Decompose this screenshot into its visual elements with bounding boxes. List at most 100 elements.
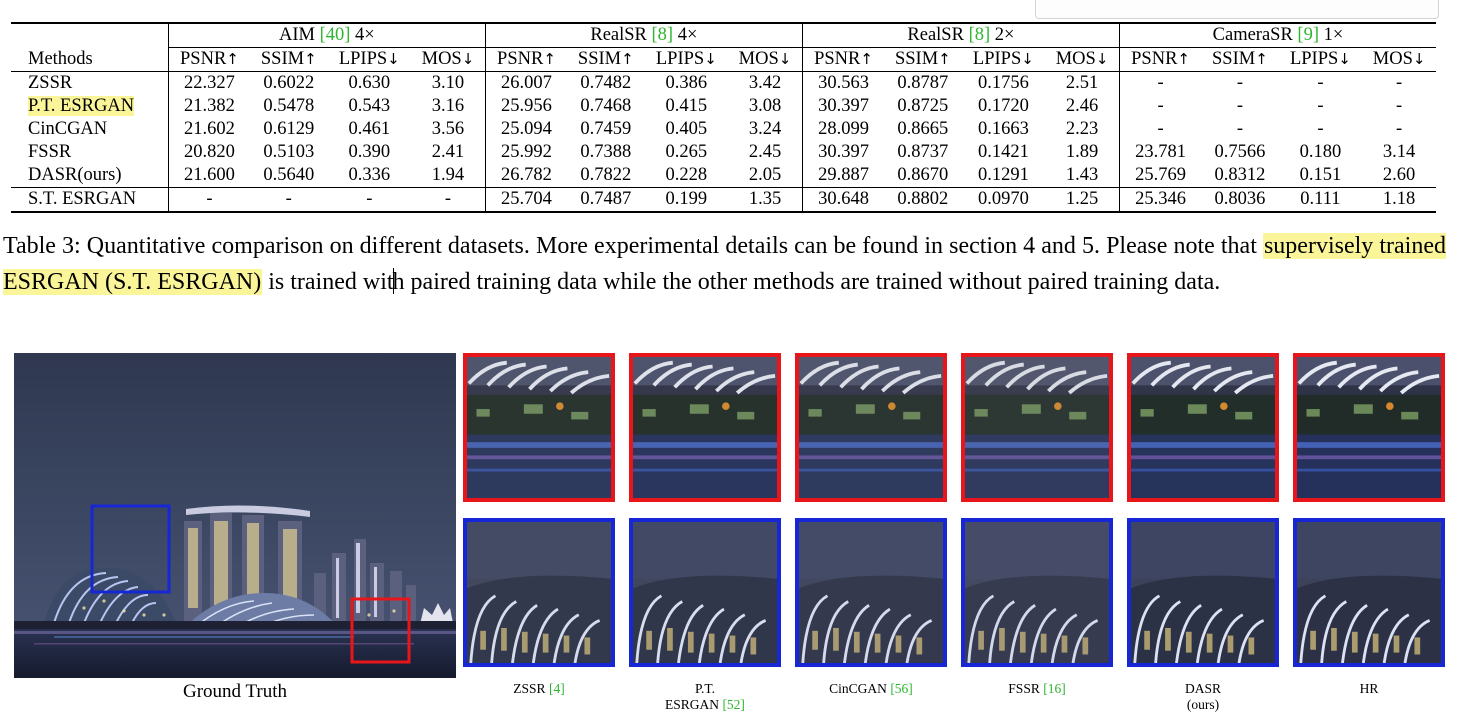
value-cell: 0.8725 <box>897 96 949 116</box>
results-table: AIM [40] 4× RealSR [8] 4× RealSR [8] 2× … <box>11 22 1436 213</box>
value-cell: - <box>1157 119 1164 139</box>
value-cell: 0.8802 <box>884 187 962 213</box>
metric-header: PSNR↑ <box>180 49 239 69</box>
group-realsr-2x: RealSR [8] 2× <box>802 22 1120 48</box>
value-cell: 1.35 <box>728 187 803 213</box>
metric-header: PSNR↑ <box>497 49 556 69</box>
value-cell: 0.7459 <box>580 119 632 139</box>
value-cell: 0.390 <box>348 142 391 162</box>
value-cell: - <box>1157 96 1164 116</box>
value-cell: 2.46 <box>1045 95 1120 118</box>
value-cell: 26.782 <box>501 165 552 185</box>
crop-red-region <box>463 353 615 502</box>
table-group-header-row: AIM [40] 4× RealSR [8] 4× RealSR [8] 2× … <box>11 22 1436 48</box>
method-cell: FSSR <box>11 141 169 164</box>
value-cell: - <box>1236 96 1243 116</box>
value-cell: 0.5478 <box>263 96 315 116</box>
value-cell: 29.887 <box>818 165 869 185</box>
value-cell: 1.18 <box>1362 187 1436 213</box>
table-row: CinCGAN 21.602 0.6129 0.461 3.56 25.094 0.7459… <box>11 118 1436 141</box>
metric-header: LPIPS↓ <box>655 49 717 69</box>
value-cell: 3.08 <box>728 95 803 118</box>
crop-label: ZSSR [4] <box>513 681 565 696</box>
crop-label: HR <box>1359 681 1379 696</box>
value-cell: - <box>1236 119 1243 139</box>
value-cell: 2.23 <box>1045 118 1120 141</box>
value-cell: 0.199 <box>644 187 729 213</box>
ground-truth-image <box>14 353 456 678</box>
value-cell: 0.5103 <box>263 142 315 162</box>
value-cell: 0.386 <box>644 71 729 95</box>
table-row: FSSR 20.820 0.5103 0.390 2.41 25.992 0.7388 0.2… <box>11 141 1436 164</box>
value-cell: 3.14 <box>1382 142 1416 162</box>
value-cell: 2.51 <box>1045 71 1120 95</box>
group-realsr-4x: RealSR [8] 4× <box>485 22 803 48</box>
value-cell: 22.327 <box>168 71 251 95</box>
value-cell: 25.769 <box>1135 165 1187 185</box>
table-row: P.T. ESRGAN 21.382 0.5478 0.543 3.16 25.956 0.… <box>11 95 1436 118</box>
value-cell: 2.41 <box>411 141 486 164</box>
table-caption: Table 3: Quantitative comparison on diff… <box>3 233 1446 295</box>
ground-truth-label: Ground Truth <box>183 681 287 702</box>
value-cell: 30.648 <box>802 187 885 213</box>
crop-blue-region <box>1127 518 1279 667</box>
value-cell: 0.8036 <box>1201 187 1279 213</box>
value-cell: 0.7388 <box>580 142 632 162</box>
value-cell: 25.992 <box>501 142 552 162</box>
value-cell: 0.7487 <box>567 187 645 213</box>
value-cell: 0.1720 <box>977 96 1029 116</box>
value-cell: - <box>1317 96 1324 116</box>
crop-label: P.T. ESRGAN [52] <box>665 681 745 712</box>
value-cell: - <box>411 187 486 213</box>
value-cell: - <box>1317 119 1324 139</box>
value-cell: - <box>1362 71 1436 95</box>
metric-header: LPIPS↓ <box>1289 49 1351 69</box>
value-cell: 25.094 <box>501 119 552 139</box>
value-cell: 0.7566 <box>1214 142 1266 162</box>
crop-blue-region <box>795 518 947 667</box>
value-cell: 0.1756 <box>961 71 1046 95</box>
methods-header: Methods <box>11 47 169 72</box>
value-cell: 0.543 <box>348 96 391 116</box>
table-body: ZSSR 22.327 0.6022 0.630 3.10 26.007 0.7482 0.3… <box>11 71 1436 213</box>
red-region-box <box>350 597 411 664</box>
group-camerasr: CameraSR [9] 1× <box>1119 22 1436 48</box>
method-cell: S.T. ESRGAN <box>11 187 169 213</box>
value-cell: 0.7822 <box>580 165 632 185</box>
value-cell: - <box>250 187 328 213</box>
value-cell: 0.1421 <box>977 142 1029 162</box>
value-cell: 0.111 <box>1278 187 1363 213</box>
floating-toolbar-edge <box>1035 0 1439 19</box>
metric-header: MOS↓ <box>1045 47 1120 72</box>
value-cell: 1.89 <box>1045 141 1120 164</box>
metric-header: PSNR↑ <box>1131 49 1190 69</box>
value-cell: - <box>168 187 251 213</box>
value-cell: 2.05 <box>728 164 803 188</box>
crop-blue-region <box>961 518 1113 667</box>
metric-header: SSIM↑ <box>894 49 951 69</box>
method-cell: ZSSR <box>11 71 169 95</box>
value-cell: 0.7468 <box>580 96 632 116</box>
table-row: ZSSR 22.327 0.6022 0.630 3.10 26.007 0.7482 0.3… <box>11 71 1436 95</box>
value-cell: 0.180 <box>1299 142 1342 162</box>
crop-label: CinCGAN [56] <box>829 681 913 696</box>
value-cell: 0.405 <box>665 119 708 139</box>
value-cell: 0.8737 <box>897 142 949 162</box>
value-cell: 0.265 <box>665 142 708 162</box>
value-cell: 3.56 <box>411 118 486 141</box>
group-aim: AIM [40] 4× <box>168 22 486 48</box>
crop-red-region <box>795 353 947 502</box>
value-cell: 3.16 <box>411 95 486 118</box>
metric-header: LPIPS↓ <box>338 49 400 69</box>
value-cell: 0.336 <box>348 165 391 185</box>
value-cell: 30.563 <box>802 71 885 95</box>
value-cell: 0.8312 <box>1214 165 1266 185</box>
value-cell: 1.43 <box>1045 164 1120 188</box>
value-cell: 3.10 <box>411 71 486 95</box>
value-cell: 23.781 <box>1135 142 1187 162</box>
value-cell: 25.704 <box>485 187 568 213</box>
value-cell: 0.5640 <box>263 165 315 185</box>
value-cell: 0.1663 <box>977 119 1029 139</box>
table-corner <box>11 22 169 48</box>
crop-red-region <box>961 353 1113 502</box>
